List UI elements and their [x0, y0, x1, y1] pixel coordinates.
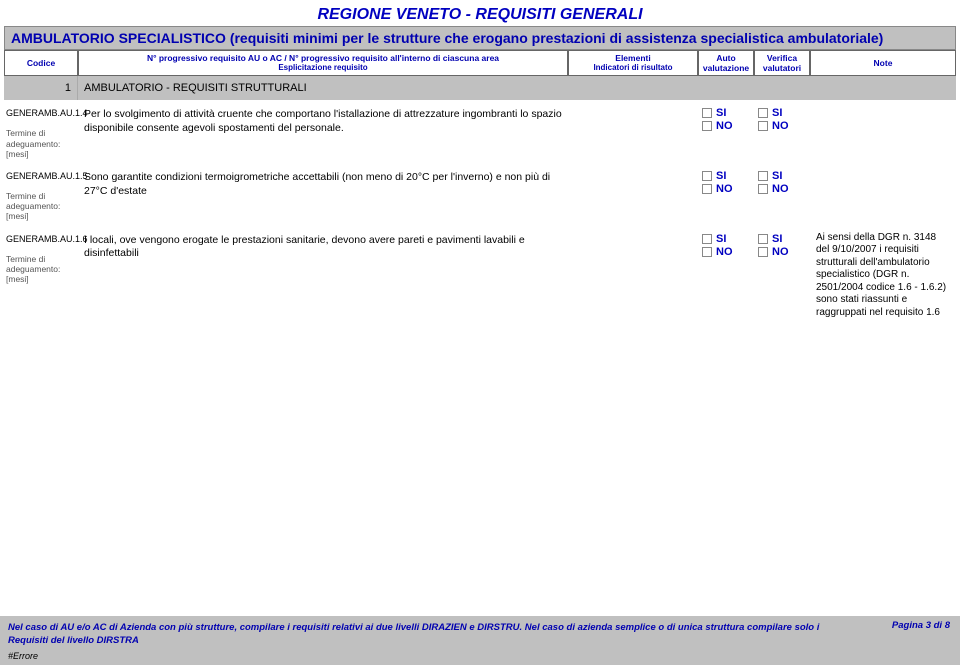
req-text: I locali, ove vengono erogate le prestaz… — [78, 230, 568, 322]
requirement-row: GENERAMB.AU.1.6 Termine di adeguamento: … — [4, 230, 956, 322]
check-si-label: SI — [772, 233, 782, 245]
req-code: GENERAMB.AU.1.5 — [6, 171, 76, 181]
checkbox[interactable] — [702, 184, 712, 194]
checkbox[interactable] — [702, 108, 712, 118]
header-verifica: Verifica valutatori — [754, 50, 810, 76]
header-prog-sub: Esplicitazione requisito — [278, 63, 367, 73]
checkbox[interactable] — [758, 247, 768, 257]
check-si-label: SI — [716, 170, 726, 182]
req-elementi — [568, 167, 698, 226]
requirement-row: GENERAMB.AU.1.4 Termine di adeguamento: … — [4, 104, 956, 163]
req-termine: Termine di adeguamento: [mesi] — [6, 191, 76, 222]
req-code: GENERAMB.AU.1.4 — [6, 108, 76, 118]
header-auto: Auto valutazione — [698, 50, 754, 76]
header-row: Codice N° progressivo requisito AU o AC … — [4, 50, 956, 76]
page-number: Pagina 3 di 8 — [892, 620, 950, 631]
check-no-label: NO — [772, 183, 789, 195]
req-termine: Termine di adeguamento: [mesi] — [6, 128, 76, 159]
req-auto-eval: SI NO — [698, 230, 754, 322]
header-elem-main: Elementi — [615, 53, 650, 63]
req-left-column: GENERAMB.AU.1.4 Termine di adeguamento: … — [4, 104, 78, 163]
check-no-label: NO — [772, 246, 789, 258]
checkbox[interactable] — [758, 234, 768, 244]
req-verifica-eval: SI NO — [754, 230, 810, 322]
page-footer: Pagina 3 di 8 Nel caso di AU e/o AC di A… — [0, 616, 960, 665]
check-no-label: NO — [716, 120, 733, 132]
req-verifica-eval: SI NO — [754, 104, 810, 163]
req-auto-eval: SI NO — [698, 104, 754, 163]
req-auto-eval: SI NO — [698, 167, 754, 226]
req-text: Sono garantite condizioni termoigrometri… — [78, 167, 568, 226]
check-si-label: SI — [716, 233, 726, 245]
checkbox[interactable] — [702, 234, 712, 244]
req-verifica-eval: SI NO — [754, 167, 810, 226]
section-number: 1 — [4, 76, 78, 100]
checkbox[interactable] — [702, 121, 712, 131]
check-si-label: SI — [772, 107, 782, 119]
page-title: REGIONE VENETO - REQUISITI GENERALI — [0, 0, 960, 26]
check-no-label: NO — [772, 120, 789, 132]
footer-error: #Errore — [8, 651, 952, 661]
checkbox[interactable] — [702, 247, 712, 257]
header-prog-main: N° progressivo requisito AU o AC / N° pr… — [147, 53, 499, 63]
header-elementi: Elementi Indicatori di risultato — [568, 50, 698, 76]
requirement-row: GENERAMB.AU.1.5 Termine di adeguamento: … — [4, 167, 956, 226]
checkbox[interactable] — [758, 184, 768, 194]
req-note: Ai sensi della DGR n. 3148 del 9/10/2007… — [810, 230, 956, 322]
checkbox[interactable] — [758, 121, 768, 131]
req-left-column: GENERAMB.AU.1.5 Termine di adeguamento: … — [4, 167, 78, 226]
check-si-label: SI — [716, 107, 726, 119]
check-si-label: SI — [772, 170, 782, 182]
header-elem-sub: Indicatori di risultato — [593, 63, 672, 73]
req-text: Per lo svolgimento di attività cruente c… — [78, 104, 568, 163]
header-codice: Codice — [4, 50, 78, 76]
req-termine: Termine di adeguamento: [mesi] — [6, 254, 76, 285]
section-title: AMBULATORIO - REQUISITI STRUTTURALI — [78, 76, 956, 100]
req-elementi — [568, 230, 698, 322]
req-left-column: GENERAMB.AU.1.6 Termine di adeguamento: … — [4, 230, 78, 322]
req-note — [810, 104, 956, 163]
check-no-label: NO — [716, 183, 733, 195]
subtitle-bar: AMBULATORIO SPECIALISTICO (requisiti min… — [4, 26, 956, 50]
req-note — [810, 167, 956, 226]
header-note: Note — [810, 50, 956, 76]
header-progressivo: N° progressivo requisito AU o AC / N° pr… — [78, 50, 568, 76]
req-elementi — [568, 104, 698, 163]
checkbox[interactable] — [702, 171, 712, 181]
checkbox[interactable] — [758, 171, 768, 181]
section-row: 1 AMBULATORIO - REQUISITI STRUTTURALI — [4, 76, 956, 100]
checkbox[interactable] — [758, 108, 768, 118]
check-no-label: NO — [716, 246, 733, 258]
footer-text: Nel caso di AU e/o AC di Azienda con più… — [8, 622, 828, 647]
req-code: GENERAMB.AU.1.6 — [6, 234, 76, 244]
